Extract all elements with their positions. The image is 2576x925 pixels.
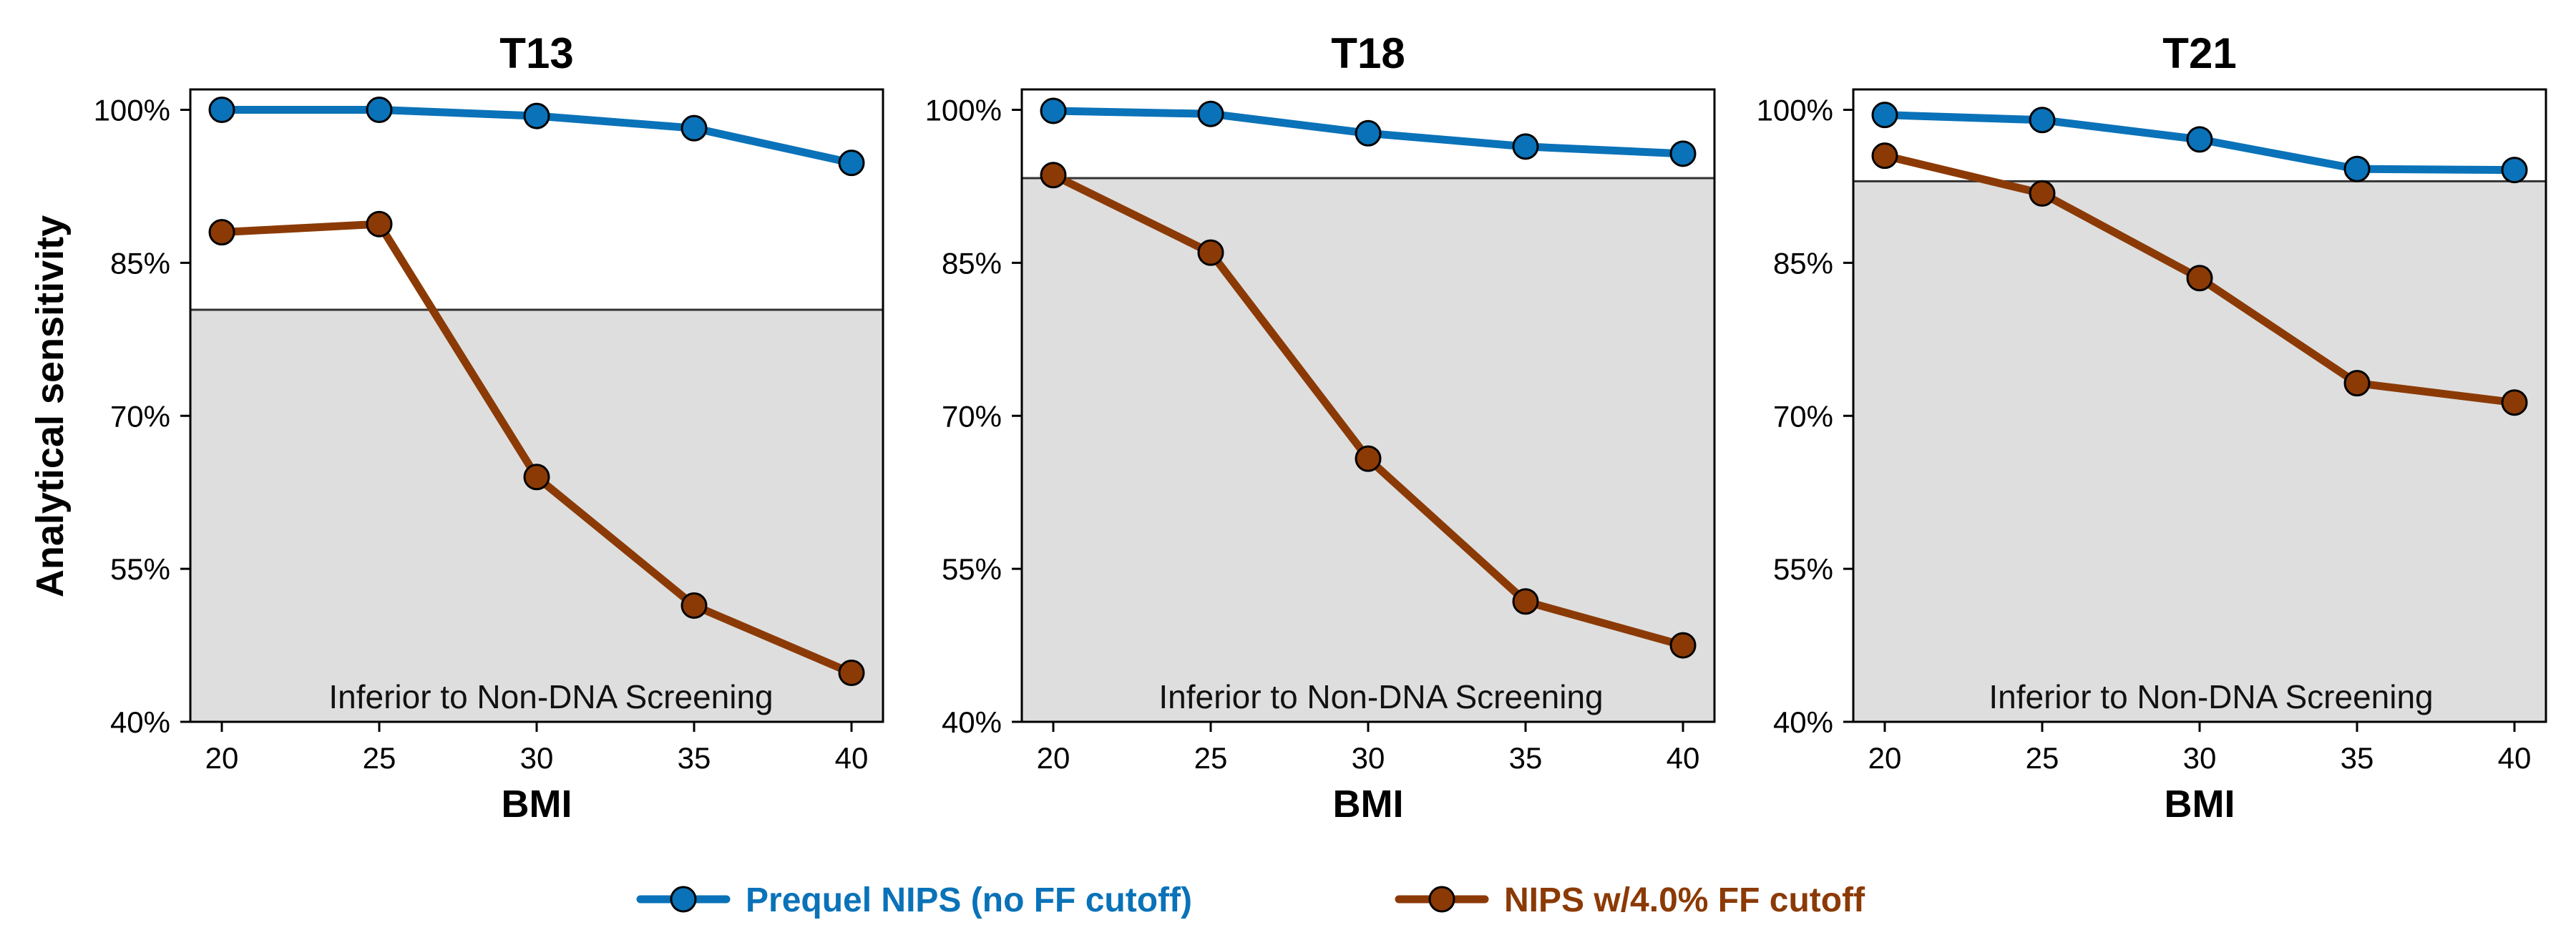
data-point-nips [1669, 632, 1697, 659]
x-tick-label: 30 [520, 741, 554, 775]
y-tick-label: 55% [110, 552, 170, 586]
series-layer [1040, 97, 1697, 659]
data-point-nips [208, 219, 235, 246]
x-axis-label: BMI [502, 783, 572, 826]
legend-label-nips: NIPS w/4.0% FF cutoff [1504, 881, 1865, 919]
x-axis-label: BMI [2165, 783, 2235, 826]
inferior-region [190, 309, 883, 722]
y-tick-label: 100% [1757, 94, 1833, 127]
data-point-prequel [2029, 107, 2056, 134]
y-tick-label: 70% [942, 399, 1002, 433]
panel-t13: T13 Inferior to Non-DNA Screening 100% 8… [94, 29, 884, 826]
y-tick-label: 100% [925, 94, 1002, 127]
legend-marker-prequel [670, 886, 697, 913]
panel-t21: T21 Inferior to Non-DNA Screening 100% 8… [1757, 29, 2547, 826]
data-point-prequel [523, 102, 550, 129]
data-point-prequel [366, 97, 393, 124]
y-tick-label: 85% [1773, 246, 1833, 280]
y-tick-label: 85% [110, 246, 170, 280]
y-tick-label: 100% [94, 94, 170, 127]
data-point-nips [523, 464, 550, 491]
data-point-nips [2343, 370, 2371, 397]
data-point-prequel [1040, 97, 1067, 124]
panel-title: T13 [499, 29, 573, 77]
x-axis-label: BMI [1333, 783, 1404, 826]
legend: Prequel NIPS (no FF cutoff) NIPS w/4.0% … [636, 881, 1865, 919]
data-point-prequel [1197, 100, 1224, 127]
x-tick-label: 30 [1352, 741, 1385, 775]
data-point-prequel [2343, 155, 2371, 182]
data-point-prequel [838, 150, 865, 177]
legend-label-prequel: Prequel NIPS (no FF cutoff) [746, 881, 1192, 919]
x-tick-label: 35 [1509, 741, 1543, 775]
data-point-nips [838, 660, 865, 687]
x-tick-label: 25 [1194, 741, 1228, 775]
panel-title: T21 [2162, 29, 2236, 77]
data-point-nips [366, 210, 393, 238]
series-layer [208, 97, 865, 687]
y-tick-label: 70% [110, 399, 170, 433]
x-tick-label: 25 [2026, 741, 2059, 775]
x-tick-label: 20 [1037, 741, 1070, 775]
legend-marker-nips [1428, 886, 1455, 913]
data-point-prequel [2186, 126, 2213, 153]
y-tick-label: 40% [110, 705, 170, 739]
data-point-nips [680, 592, 708, 619]
y-tick-label: 40% [1773, 705, 1833, 739]
x-tick-label: 35 [678, 741, 711, 775]
inferior-region-label: Inferior to Non-DNA Screening [1158, 678, 1603, 715]
data-point-nips [2501, 389, 2528, 416]
y-tick-label: 85% [942, 246, 1002, 280]
x-tick-label: 20 [205, 741, 239, 775]
data-point-nips [2029, 180, 2056, 207]
x-tick-label: 40 [1667, 741, 1700, 775]
inferior-region-label: Inferior to Non-DNA Screening [1989, 678, 2433, 715]
x-tick-label: 25 [363, 741, 396, 775]
data-point-prequel [680, 114, 708, 142]
inferior-region [1853, 181, 2546, 723]
data-point-nips [2186, 265, 2213, 292]
y-tick-label: 70% [1773, 399, 1833, 433]
x-tick-label: 30 [2183, 741, 2217, 775]
x-ticks: 20 25 30 35 40 [205, 741, 869, 775]
x-tick-label: 40 [835, 741, 869, 775]
x-ticks: 20 25 30 35 40 [1037, 741, 1700, 775]
y-tick-label: 40% [942, 705, 1002, 739]
x-ticks: 20 25 30 35 40 [1868, 741, 2532, 775]
x-tick-label: 40 [2498, 741, 2532, 775]
y-ticks: 100% 85% 70% 55% 40% [94, 94, 170, 739]
x-tick-label: 20 [1868, 741, 1902, 775]
data-point-nips [1040, 162, 1067, 189]
data-point-prequel [1512, 133, 1539, 160]
y-ticks: 100% 85% 70% 55% 40% [925, 94, 1002, 739]
legend-item-nips: NIPS w/4.0% FF cutoff [1395, 881, 1865, 919]
data-point-nips [1355, 445, 1382, 472]
legend-item-prequel: Prequel NIPS (no FF cutoff) [636, 881, 1192, 919]
y-tick-label: 55% [1773, 552, 1833, 586]
panel-title: T18 [1331, 29, 1405, 77]
data-point-nips [1871, 142, 1898, 170]
panel-t18: T18 Inferior to Non-DNA Screening 100% 8… [925, 29, 1716, 826]
inferior-region-label: Inferior to Non-DNA Screening [328, 678, 773, 715]
series-layer [1871, 102, 2528, 416]
y-ticks: 100% 85% 70% 55% 40% [1757, 94, 1833, 739]
data-point-prequel [1669, 140, 1697, 167]
y-tick-label: 55% [942, 552, 1002, 586]
y-axis-label: Analytical sensitivity [29, 215, 72, 597]
data-point-nips [1512, 588, 1539, 615]
data-point-prequel [208, 97, 235, 124]
x-tick-label: 35 [2341, 741, 2374, 775]
data-point-nips [1197, 239, 1224, 266]
data-point-prequel [1355, 119, 1382, 147]
data-point-prequel [2501, 157, 2528, 184]
data-point-prequel [1871, 102, 1898, 129]
